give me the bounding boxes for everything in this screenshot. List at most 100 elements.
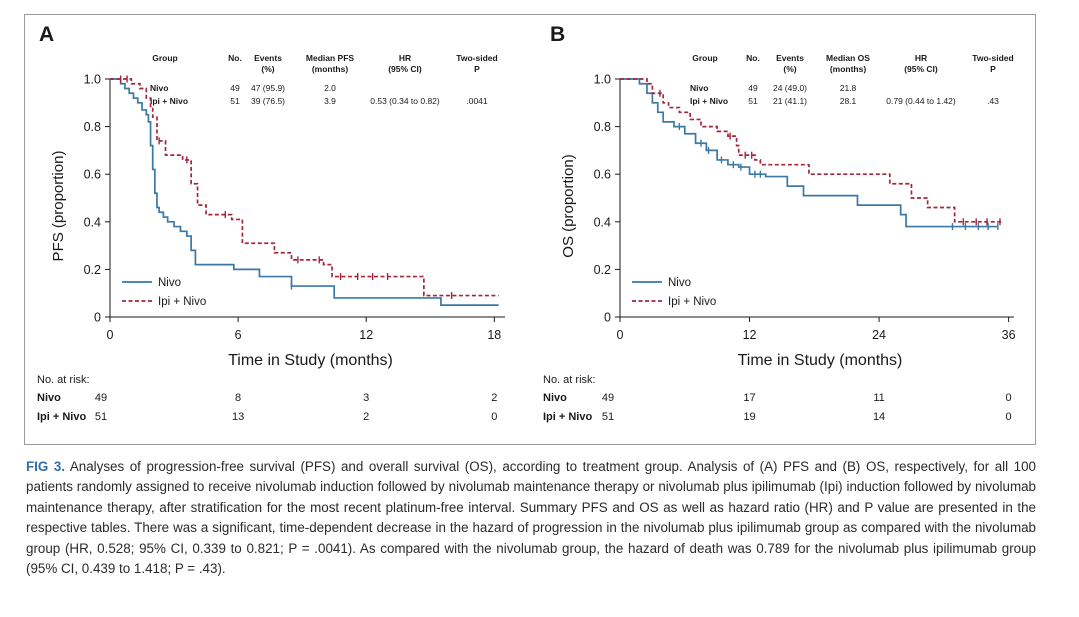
table-header: Median PFS	[306, 53, 355, 63]
table-cell: 28.1	[840, 96, 857, 106]
table-header-sub: (months)	[312, 64, 349, 74]
panel-letter: B	[550, 23, 565, 46]
table-header-sub: (95% CI)	[904, 64, 938, 74]
x-tick-label: 12	[359, 328, 373, 342]
at-risk-value: 19	[743, 411, 755, 423]
table-cell: 39 (76.5)	[251, 96, 285, 106]
table-header: Events	[254, 53, 282, 63]
panel-b: B 0 0.2 0.4 0.6 0.8 1.0 0 12 24 36 Time in Study (m…	[543, 23, 1016, 423]
table-cell: 47 (95.9)	[251, 83, 285, 93]
y-tick-label: 1.0	[84, 73, 101, 87]
y-axis-label: OS (proportion)	[560, 154, 577, 257]
table-cell: 51	[748, 96, 758, 106]
x-axis-label: Time in Study (months)	[738, 352, 903, 369]
km-curve-ipi-nivo	[620, 78, 1004, 223]
at-risk-value: 17	[743, 392, 755, 404]
y-axis-label: PFS (proportion)	[50, 151, 67, 262]
figure-svg: A 0 0.2 0.4 0.6 0.8 1.0 0 6 12 18 Time in Study (mo…	[37, 23, 1016, 423]
table-cell: 51	[230, 96, 240, 106]
x-tick-label: 6	[235, 328, 242, 342]
x-tick-label: 24	[872, 328, 886, 342]
y-tick-label: 0.8	[84, 120, 101, 134]
table-header: HR	[915, 53, 927, 63]
x-tick-label: 0	[617, 328, 624, 342]
at-risk-title: No. at risk:	[543, 374, 596, 386]
table-header: Group	[692, 53, 718, 63]
at-risk-value: 3	[363, 392, 369, 404]
y-tick-label: 0.2	[594, 263, 611, 277]
table-cell-group: Ipi + Nivo	[150, 96, 188, 106]
table-header-sub: P	[990, 64, 996, 74]
legend-label-ipi-nivo: Ipi + Nivo	[158, 296, 206, 308]
at-risk-value: 49	[602, 392, 614, 404]
table-cell: 21 (41.1)	[773, 96, 807, 106]
table-cell: .43	[987, 96, 999, 106]
summary-table: Group No. Events(%) Median PFS(months) HR(95…	[150, 53, 498, 106]
x-tick-label: 0	[107, 328, 114, 342]
y-tick-label: 0.4	[594, 215, 611, 229]
at-risk-value: 0	[1006, 392, 1012, 404]
at-risk-value: 51	[95, 411, 107, 423]
at-risk-value: 14	[873, 411, 885, 423]
table-cell: 24 (49.0)	[773, 83, 807, 93]
panel-letter: A	[39, 23, 54, 46]
table-cell: .0041	[466, 96, 488, 106]
table-header: Median OS	[826, 53, 870, 63]
x-tick-label: 12	[743, 328, 757, 342]
table-header: Group	[152, 53, 178, 63]
table-cell: 49	[748, 83, 758, 93]
table-cell-group: Ipi + Nivo	[690, 96, 728, 106]
legend-label-ipi-nivo: Ipi + Nivo	[668, 296, 716, 308]
at-risk-row-label: Nivo	[37, 392, 61, 404]
at-risk-value: 0	[1006, 411, 1012, 423]
at-risk-value: 11	[873, 392, 884, 404]
table-cell: 2.0	[324, 83, 336, 93]
at-risk-value: 49	[95, 392, 107, 404]
table-cell-group: Nivo	[150, 83, 168, 93]
table-cell: 3.9	[324, 96, 336, 106]
y-tick-label: 0.2	[84, 263, 101, 277]
y-tick-label: 0.6	[84, 168, 101, 182]
at-risk-value: 2	[491, 392, 497, 404]
table-header-sub: (95% CI)	[388, 64, 422, 74]
at-risk-value: 0	[491, 411, 497, 423]
y-tick-label: 0.6	[594, 168, 611, 182]
y-tick-label: 0.8	[594, 120, 611, 134]
panel-a: A 0 0.2 0.4 0.6 0.8 1.0 0 6 12 18 Time in Study (mo…	[37, 23, 505, 423]
x-tick-label: 18	[487, 328, 501, 342]
table-header: Events	[776, 53, 804, 63]
y-tick-label: 1.0	[594, 73, 611, 87]
table-cell: 21.8	[840, 83, 857, 93]
y-tick-label: 0	[94, 311, 101, 325]
table-header: HR	[399, 53, 411, 63]
table-header: Two-sided	[972, 53, 1013, 63]
table-cell: 0.79 (0.44 to 1.42)	[886, 96, 956, 106]
legend: Nivo Ipi + Nivo	[122, 277, 206, 308]
at-risk-value: 51	[602, 411, 614, 423]
at-risk-value: 2	[363, 411, 369, 423]
legend-label-nivo: Nivo	[668, 277, 691, 289]
table-header: Two-sided	[456, 53, 497, 63]
table-header-sub: (%)	[783, 64, 796, 74]
figure-label: FIG 3.	[26, 459, 66, 474]
y-tick-label: 0.4	[84, 215, 101, 229]
figure-caption: FIG 3. Analyses of progression-free surv…	[26, 457, 1036, 579]
at-risk-row-label: Ipi + Nivo	[543, 411, 592, 423]
table-cell-group: Nivo	[690, 83, 708, 93]
legend: Nivo Ipi + Nivo	[632, 277, 716, 308]
km-curve-ipi-nivo	[110, 78, 499, 297]
at-risk-value: 8	[235, 392, 241, 404]
table-cell: 49	[230, 83, 240, 93]
legend-label-nivo: Nivo	[158, 277, 181, 289]
x-tick-label: 36	[1002, 328, 1016, 342]
km-curve-nivo	[110, 78, 499, 306]
figure-frame: A 0 0.2 0.4 0.6 0.8 1.0 0 6 12 18 Time in Study (mo…	[24, 14, 1036, 445]
table-header-sub: P	[474, 64, 480, 74]
at-risk-value: 13	[232, 411, 244, 423]
x-axis-label: Time in Study (months)	[228, 352, 393, 369]
table-header: No.	[746, 53, 760, 63]
at-risk-row-label: Nivo	[543, 392, 567, 404]
table-cell: 0.53 (0.34 to 0.82)	[370, 96, 440, 106]
at-risk-title: No. at risk:	[37, 374, 90, 386]
at-risk-table: No. at risk: Nivo 49 17 11 0 Ipi + Nivo 51 19 14 0	[543, 374, 1012, 423]
